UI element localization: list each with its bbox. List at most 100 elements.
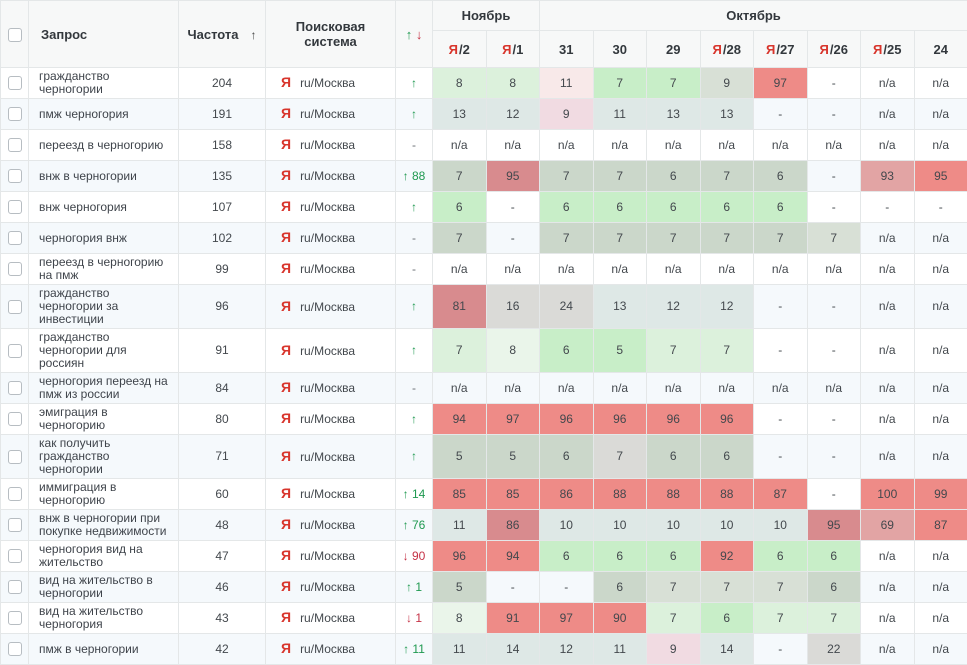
position-cell: 10 [593,510,647,541]
position-cell: 6 [647,192,701,223]
yandex-icon: Я [281,74,291,90]
query-cell: внж в черногории при покупке недвижимост… [29,510,179,541]
row-checkbox[interactable] [8,487,22,501]
row-checkbox[interactable] [8,138,22,152]
yandex-icon: Я [713,42,722,57]
position-cell: n/a [486,130,540,161]
position-cell: n/a [861,435,915,479]
position-cell: n/a [700,254,754,285]
date-column-header[interactable]: 24 [914,31,967,68]
position-cell: 7 [540,223,594,254]
position-cell: - [754,435,808,479]
position-cell: n/a [647,254,701,285]
row-checkbox[interactable] [8,580,22,594]
yandex-icon: Я [281,379,291,395]
position-cell: 11 [433,634,487,665]
position-cell: 7 [700,329,754,373]
position-cell: 5 [593,329,647,373]
position-cell: 7 [754,603,808,634]
position-cell: 97 [754,68,808,99]
row-checkbox[interactable] [8,200,22,214]
position-cell: n/a [914,99,967,130]
row-checkbox[interactable] [8,549,22,563]
frequency-column-header[interactable]: Частота↑ [179,1,266,68]
position-cell: n/a [861,254,915,285]
row-checkbox[interactable] [8,412,22,426]
date-column-header[interactable]: 30 [593,31,647,68]
row-checkbox[interactable] [8,300,22,314]
row-checkbox[interactable] [8,76,22,90]
frequency-header-label: Частота [187,27,238,42]
date-column-header[interactable]: Я/26 [807,31,861,68]
row-checkbox[interactable] [8,107,22,121]
row-checkbox[interactable] [8,611,22,625]
row-checkbox[interactable] [8,642,22,656]
select-all-checkbox[interactable] [8,28,22,42]
frequency-cell: 99 [179,254,266,285]
date-column-header[interactable]: 29 [647,31,701,68]
row-checkbox[interactable] [8,381,22,395]
search-engine-column-header: Поисковая система [266,1,396,68]
frequency-cell: 80 [179,404,266,435]
position-cell: 6 [540,329,594,373]
date-column-header[interactable]: Я/1 [486,31,540,68]
position-cell: 9 [540,99,594,130]
position-cell: n/a [433,254,487,285]
position-cell: n/a [593,373,647,404]
position-cell: n/a [914,404,967,435]
change-cell: ↓ 1 [396,603,433,634]
position-cell: n/a [754,254,808,285]
position-cell: n/a [914,285,967,329]
date-column-header[interactable]: Я/27 [754,31,808,68]
frequency-cell: 107 [179,192,266,223]
position-cell: 93 [861,161,915,192]
change-cell: - [396,223,433,254]
row-checkbox-cell [1,329,29,373]
row-checkbox-cell [1,373,29,404]
position-cell: 7 [700,572,754,603]
frequency-cell: 43 [179,603,266,634]
row-checkbox[interactable] [8,262,22,276]
yandex-icon: Я [873,42,882,57]
position-cell: n/a [861,285,915,329]
position-cell: 88 [593,479,647,510]
position-cell: 6 [647,541,701,572]
position-cell: 10 [700,510,754,541]
position-cell: 7 [807,603,861,634]
change-cell: ↑ [396,435,433,479]
position-cell: - [754,404,808,435]
date-column-header[interactable]: Я/2 [433,31,487,68]
row-checkbox[interactable] [8,231,22,245]
row-checkbox[interactable] [8,518,22,532]
position-cell: 7 [433,329,487,373]
position-cell: n/a [700,373,754,404]
row-checkbox[interactable] [8,344,22,358]
select-all-cell [1,1,29,68]
yandex-icon: Я [820,42,829,57]
position-cell: 95 [486,161,540,192]
date-column-header[interactable]: 31 [540,31,594,68]
frequency-cell: 135 [179,161,266,192]
engine-region-label: ru/Москва [300,76,355,90]
position-cell: 91 [486,603,540,634]
yandex-icon: Я [281,578,291,594]
date-column-header[interactable]: Я/28 [700,31,754,68]
position-cell: n/a [914,541,967,572]
change-cell: ↑ 1 [396,572,433,603]
row-checkbox[interactable] [8,169,22,183]
position-cell: 6 [540,541,594,572]
position-cell: n/a [807,373,861,404]
date-column-header[interactable]: Я/25 [861,31,915,68]
position-cell: 96 [700,404,754,435]
engine-region-label: ru/Москва [300,549,355,563]
position-cell: 96 [433,541,487,572]
position-cell: 6 [754,541,808,572]
change-column-header[interactable]: ↑ ↓ [396,1,433,68]
row-checkbox[interactable] [8,450,22,464]
frequency-cell: 71 [179,435,266,479]
